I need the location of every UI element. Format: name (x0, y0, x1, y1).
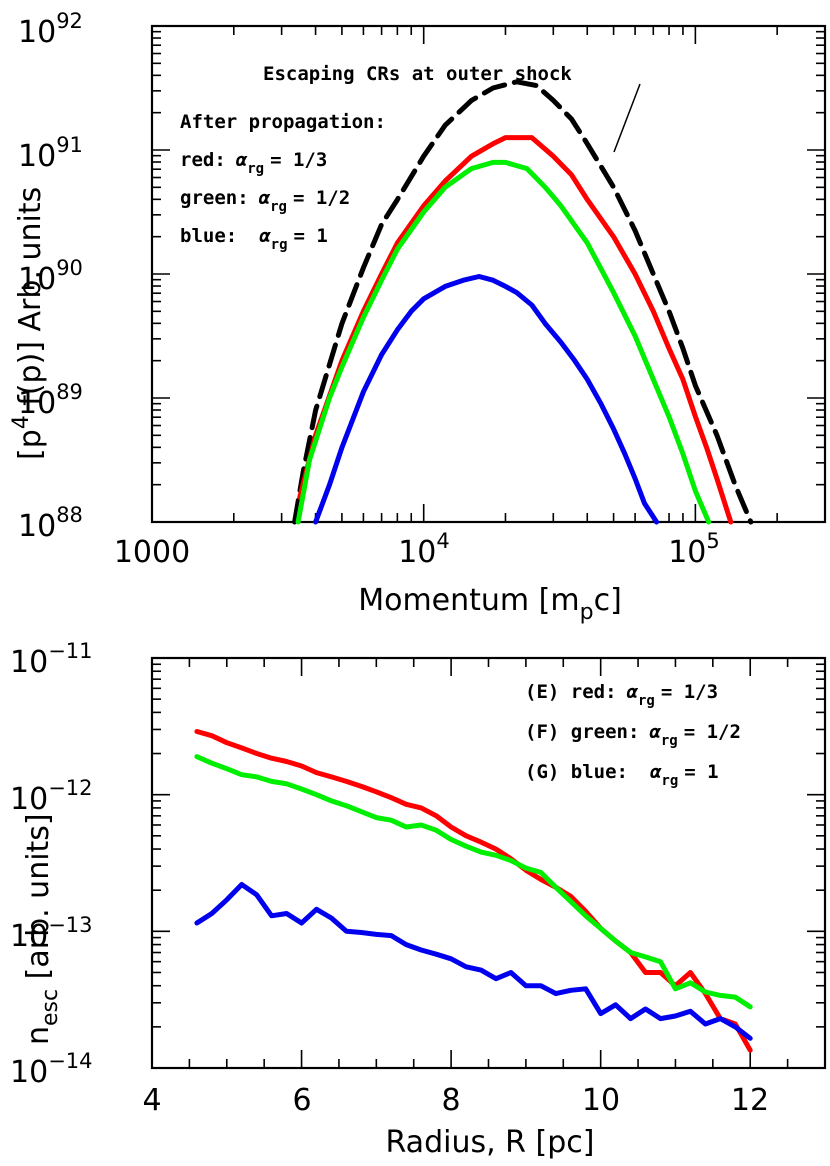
legend-E-red: (E) red: αrg = 1/3 (525, 681, 718, 709)
escaping-crs-curve (292, 79, 754, 525)
bottom-x-tick-label-12: 12 (731, 1083, 769, 1118)
bottom-x-tick-labels: 4 6 8 10 12 (142, 1083, 769, 1118)
escaping-pointer-line (613, 83, 641, 153)
top-y-tick-label-92: 1092 (18, 9, 83, 50)
top-x-tick-label-1e5: 105 (668, 529, 720, 570)
green-escape-curve (194, 754, 753, 1010)
top-x-axis-label: Momentum [mpc] (358, 583, 622, 625)
legend-green: green: αrg = 1/2 (180, 187, 350, 215)
blue-escape-curve (194, 882, 753, 1041)
legend-blue: blue: αrg = 1 (180, 225, 328, 253)
bottom-plot-frame (150, 656, 827, 1070)
after-propagation-label: After propagation: (180, 111, 386, 133)
top-x-tick-labels: 1000 104 105 (114, 529, 720, 570)
bottom-y-tick-labels: 10−14 10−13 10−12 10−11 (10, 639, 93, 1090)
bottom-x-tick-label-10: 10 (582, 1083, 620, 1118)
red-escape-curve (194, 729, 753, 1053)
top-y-tick-label-89: 1089 (18, 380, 83, 421)
top-y-tick-labels: 1088 1089 1090 1091 1092 (18, 9, 83, 544)
top-y-tick-label-91: 1091 (18, 133, 83, 174)
red-curve (297, 135, 734, 525)
bottom-y-tick-label-m11: 10−11 (10, 639, 93, 680)
bottom-x-tick-label-8: 8 (441, 1083, 460, 1118)
green-curve (295, 159, 712, 525)
legend-F-green: (F) green: αrg = 1/2 (525, 721, 741, 749)
bottom-y-tick-label-m13: 10−13 (10, 913, 93, 954)
escaping-annotation: Escaping CRs at outer shock (263, 63, 572, 85)
bottom-y-tick-label-m12: 10−12 (10, 776, 93, 817)
top-y-tick-label-90: 1090 (18, 256, 83, 297)
top-y-tick-label-88: 1088 (18, 503, 83, 544)
legend-G-blue: (G) blue: αrg = 1 (525, 761, 719, 789)
legend-red: red: αrg = 1/3 (180, 149, 327, 177)
bottom-curves (194, 729, 753, 1053)
bottom-y-tick-label-m14: 10−14 (10, 1049, 93, 1090)
top-y-axis-label: [p4 f(p)] Arb. units (9, 187, 48, 460)
top-curves (292, 79, 754, 525)
top-axis-ticks (151, 25, 826, 523)
blue-curve (313, 274, 660, 525)
top-x-tick-label-1e4: 104 (398, 529, 450, 570)
momentum-spectrum-panel: 1088 1089 1090 1091 1092 1000 104 105 Mo… (9, 9, 827, 625)
bottom-x-tick-label-6: 6 (292, 1083, 311, 1118)
bottom-x-axis-label: Radius, R [pc] (386, 1125, 595, 1160)
top-x-tick-label-1000: 1000 (114, 535, 190, 570)
bottom-axis-ticks (151, 657, 826, 1069)
escape-density-panel: 10−14 10−13 10−12 10−11 4 6 8 10 12 Radi… (10, 639, 827, 1160)
bottom-x-tick-label-4: 4 (142, 1083, 161, 1118)
